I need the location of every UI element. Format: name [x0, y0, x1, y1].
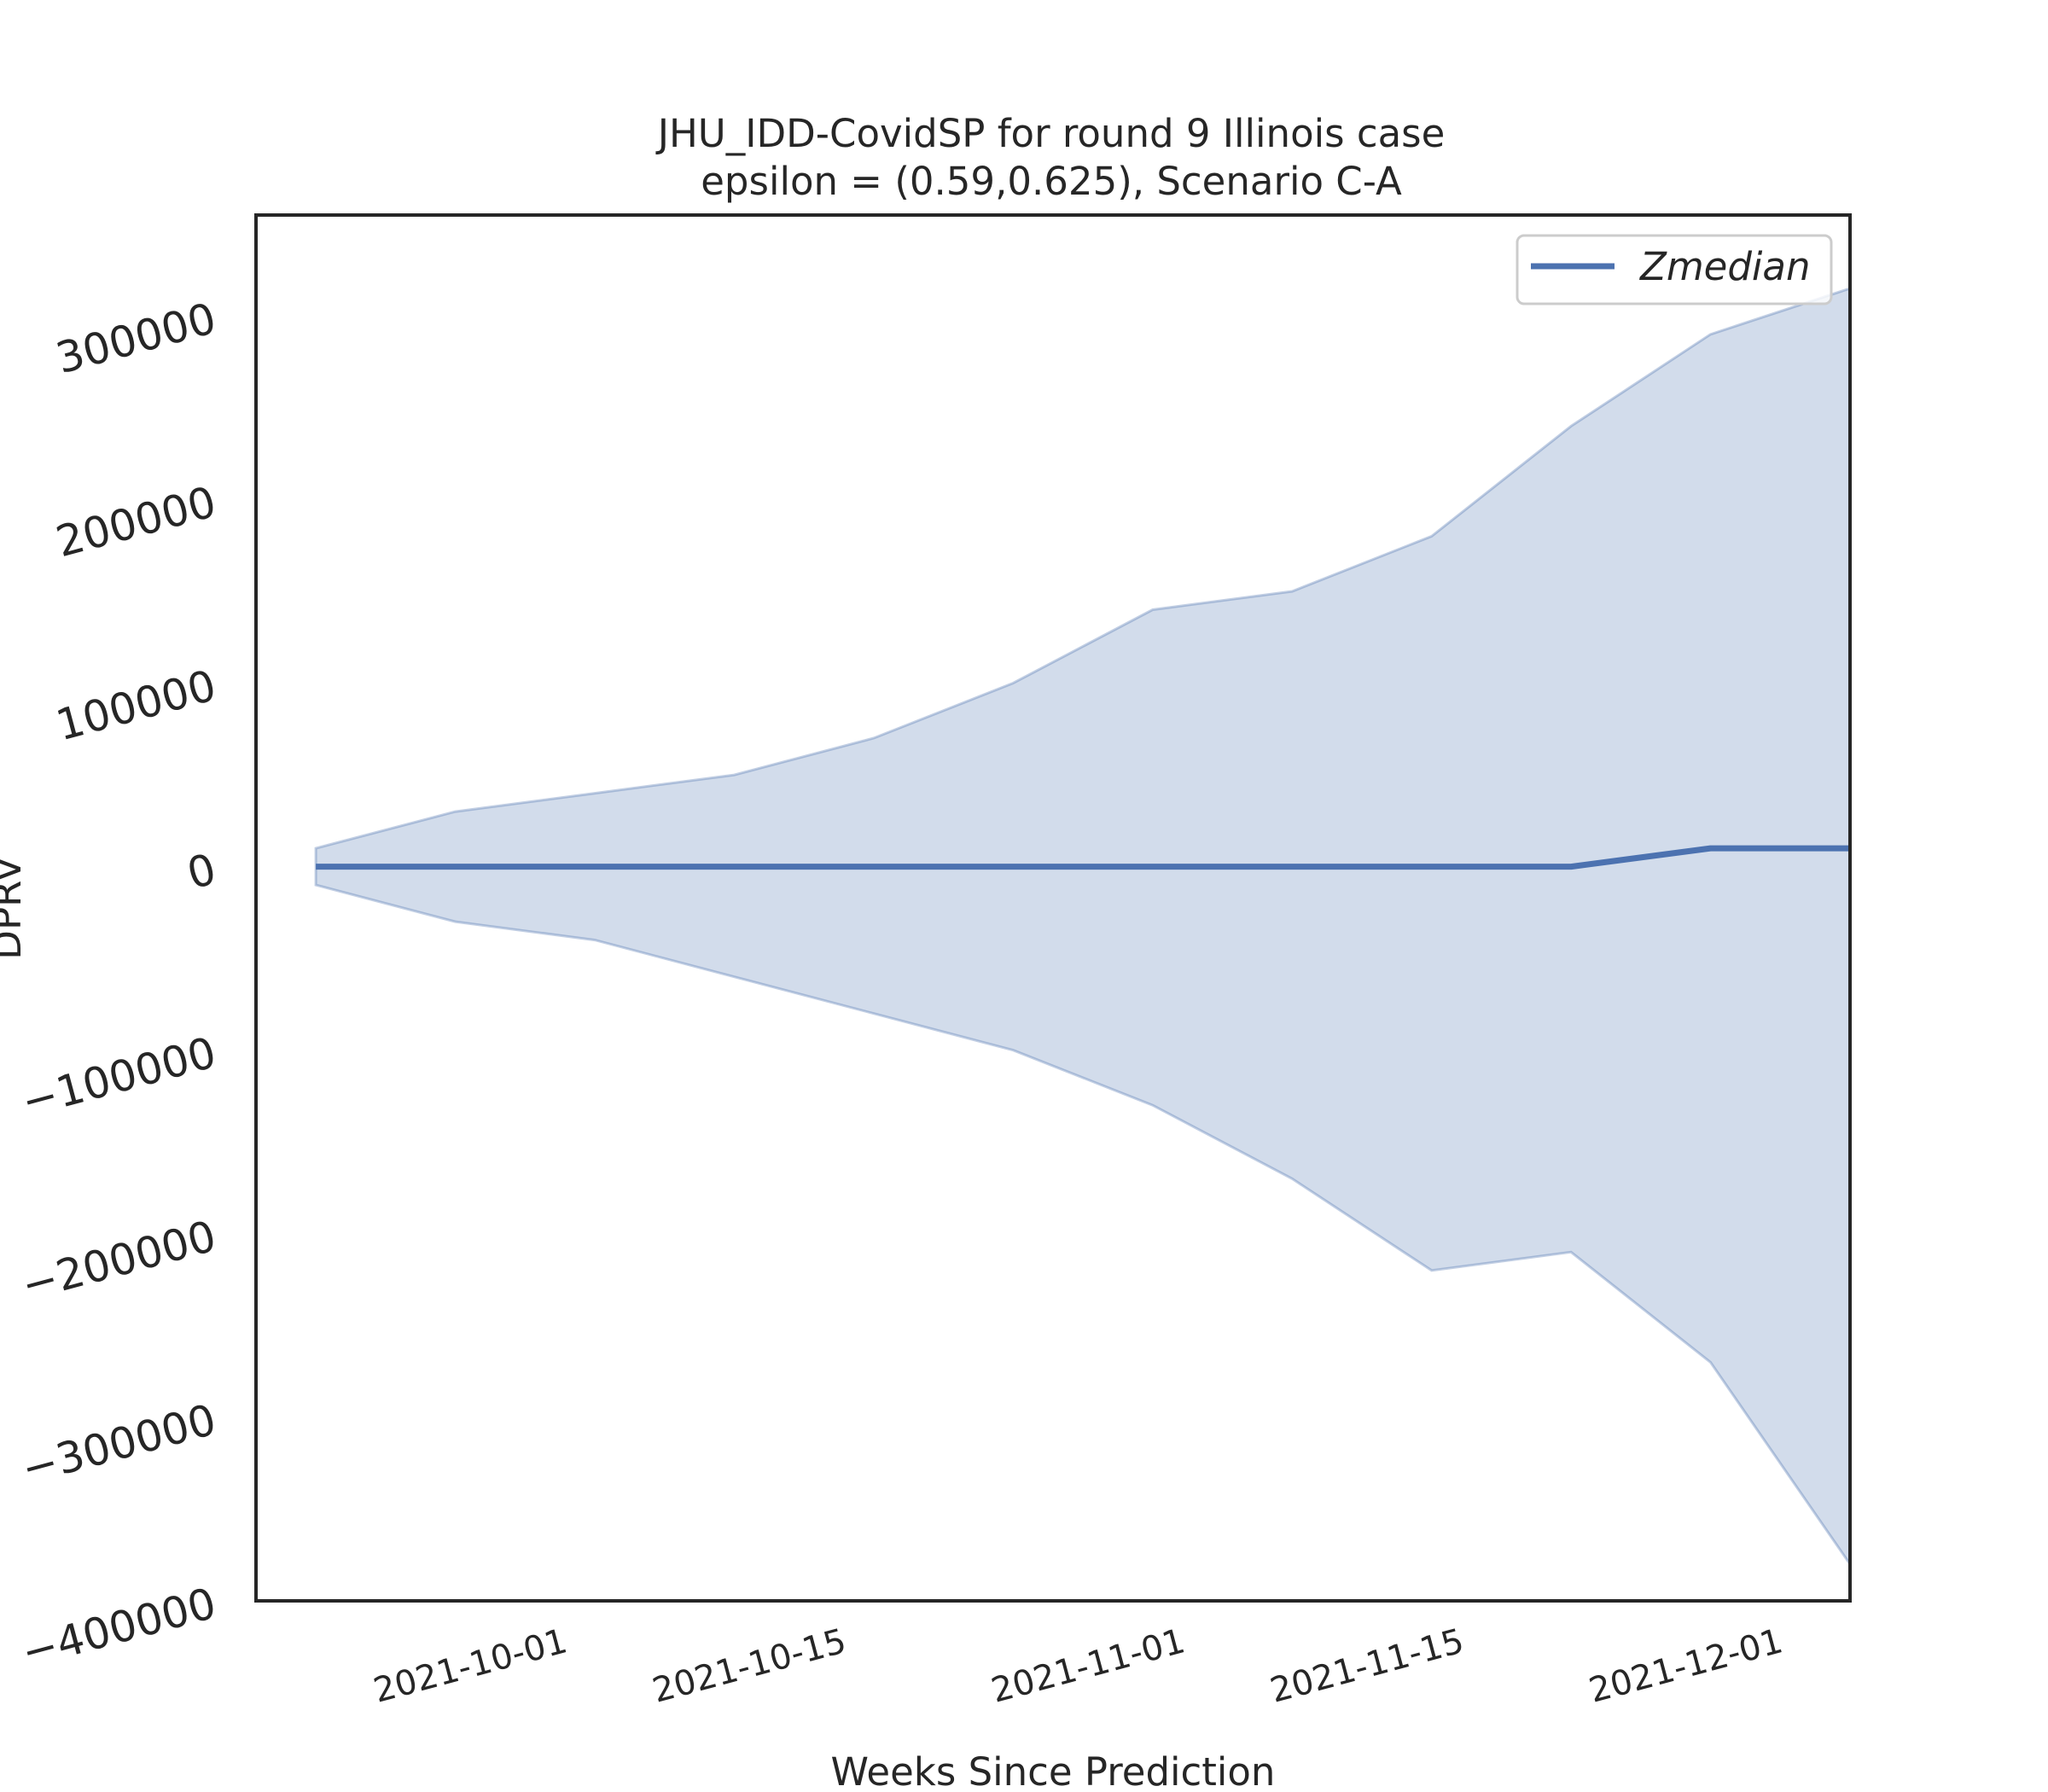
- y-tick-label: −100000: [16, 1027, 221, 1126]
- x-tick-label: 2021-11-15: [1266, 1621, 1468, 1711]
- y-tick-label: −300000: [16, 1394, 221, 1493]
- x-tick-labels: 2021-10-01 2021-10-15 2021-11-01 2021-11-15…: [369, 1621, 1787, 1711]
- y-axis-label: DPRV: [0, 856, 30, 960]
- series-line-zmedian: [316, 845, 1850, 870]
- y-tick-labels: 300000 200000 100000 0 −100000 −200000 −300000…: [16, 294, 221, 1678]
- legend-box: [1516, 234, 1833, 305]
- chart-title-line1: JHU_IDD-CovidSP for round 9 Illinois cas…: [655, 111, 1446, 156]
- uncertainty-band: [314, 286, 1852, 1568]
- x-tick-label: 2021-12-01: [1585, 1621, 1786, 1711]
- x-axis-label: Weeks Since Prediction: [831, 1749, 1276, 1792]
- x-tick-label: 2021-11-01: [987, 1621, 1189, 1711]
- y-tick-label: 300000: [51, 294, 221, 383]
- legend: Zmedian: [1516, 234, 1833, 305]
- legend-label: Zmedian: [1639, 244, 1811, 289]
- x-tick-label: 2021-10-15: [649, 1621, 850, 1711]
- y-tick-label: 200000: [51, 477, 221, 567]
- plot-frame: [254, 213, 1852, 1603]
- y-tick-label: 0: [182, 844, 221, 899]
- x-tick-label: 2021-10-01: [369, 1621, 571, 1711]
- plot-area: [314, 286, 1852, 1568]
- chart-title-line2: epsilon = (0.59,0.625), Scenario C-A: [701, 159, 1402, 204]
- y-tick-label: 100000: [51, 660, 221, 750]
- y-tick-label: −400000: [16, 1579, 221, 1678]
- y-tick-label: −200000: [16, 1211, 221, 1310]
